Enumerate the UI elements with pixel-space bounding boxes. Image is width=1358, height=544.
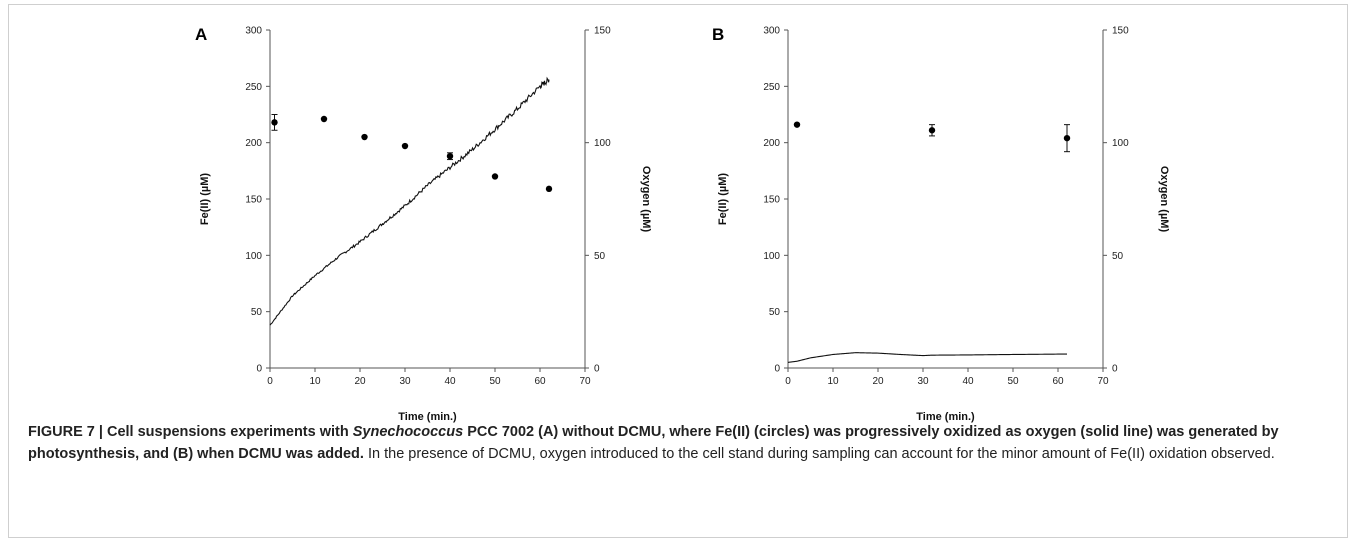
x-tick-label: 40 bbox=[962, 376, 974, 387]
y-tick-label: 250 bbox=[245, 82, 262, 93]
fe-point bbox=[928, 127, 936, 134]
y-tick-label: 50 bbox=[769, 307, 781, 318]
x-tick-label: 0 bbox=[267, 376, 273, 387]
y2-tick-label: 150 bbox=[1112, 26, 1129, 37]
y2-tick-label: 50 bbox=[1112, 251, 1124, 262]
panel-b: B0 10 20 30 40 50 60 70050100150200250300050100… bbox=[712, 25, 1170, 423]
y-axis-label: Fe(II) (µM) bbox=[717, 173, 729, 225]
caption-organism: Synechococcus bbox=[352, 424, 464, 440]
fe-point bbox=[361, 133, 368, 141]
y2-tick-label: 0 bbox=[1112, 364, 1118, 375]
x-tick-label: 50 bbox=[1007, 376, 1019, 387]
y-axis-label: Fe(II) (µM) bbox=[199, 173, 211, 225]
fe-point bbox=[446, 152, 454, 160]
x-tick-label: 30 bbox=[399, 376, 411, 387]
y2-axis-label: Oxygen (µM) bbox=[1158, 166, 1170, 233]
x-tick-label: 20 bbox=[354, 376, 366, 387]
y-tick-label: 0 bbox=[774, 364, 780, 375]
y2-tick-label: 50 bbox=[594, 251, 606, 262]
x-tick-label: 60 bbox=[534, 376, 546, 387]
panel-a: A0 10 20 30 40 50 60 70050100150200250300050100… bbox=[195, 25, 652, 423]
y-tick-label: 50 bbox=[251, 307, 263, 318]
oxygen-line bbox=[787, 352, 1068, 363]
x-tick-label: 50 bbox=[489, 376, 501, 387]
panel-label: A bbox=[195, 25, 207, 44]
y-tick-label: 0 bbox=[256, 364, 262, 375]
y-tick-label: 200 bbox=[245, 138, 262, 149]
y-tick-label: 100 bbox=[245, 251, 262, 262]
x-tick-label: 40 bbox=[444, 376, 456, 387]
y-tick-label: 150 bbox=[763, 195, 780, 206]
oxygen-line bbox=[269, 76, 550, 326]
x-tick-label: 0 bbox=[785, 376, 791, 387]
fe-point bbox=[271, 119, 278, 126]
x-tick-label: 70 bbox=[1097, 376, 1109, 387]
caption-bold-rest: PCC 7002 (A) without DCMU, where Fe(II) … bbox=[28, 424, 1279, 462]
fe-point bbox=[401, 142, 409, 150]
y-tick-label: 100 bbox=[763, 251, 780, 262]
figure-caption: FIGURE 7 | Cell suspensions experiments … bbox=[28, 421, 1328, 465]
caption-normal-rest: In the presence of DCMU, oxygen introduc… bbox=[363, 446, 1275, 462]
fe-point bbox=[491, 173, 499, 180]
y-tick-label: 150 bbox=[245, 195, 262, 206]
x-tick-label: 10 bbox=[309, 376, 321, 387]
x-tick-label: 20 bbox=[872, 376, 884, 387]
x-tick-label: 60 bbox=[1052, 376, 1064, 387]
figure-frame bbox=[8, 4, 1348, 538]
y2-tick-label: 150 bbox=[594, 26, 611, 37]
y-tick-label: 300 bbox=[245, 26, 262, 37]
fe-point bbox=[320, 115, 328, 123]
x-tick-label: 30 bbox=[917, 376, 929, 387]
y2-axis-label: Oxygen (µM) bbox=[640, 166, 652, 233]
y2-tick-label: 100 bbox=[1112, 138, 1129, 149]
y-tick-label: 250 bbox=[763, 82, 780, 93]
y-tick-label: 200 bbox=[763, 138, 780, 149]
y-tick-label: 300 bbox=[763, 26, 780, 37]
y2-tick-label: 0 bbox=[594, 364, 600, 375]
caption-figure-label: FIGURE 7 | Cell suspensions experiments … bbox=[28, 424, 353, 440]
y2-tick-label: 100 bbox=[594, 138, 611, 149]
x-tick-label: 10 bbox=[827, 376, 839, 387]
fe-point bbox=[793, 121, 801, 128]
x-axis-label: Time (min.) bbox=[916, 411, 975, 423]
x-tick-label: 70 bbox=[579, 376, 591, 387]
fe-point bbox=[545, 185, 553, 193]
x-axis-label: Time (min.) bbox=[398, 411, 457, 423]
fe-point bbox=[1063, 134, 1071, 142]
panel-label: B bbox=[712, 25, 724, 44]
